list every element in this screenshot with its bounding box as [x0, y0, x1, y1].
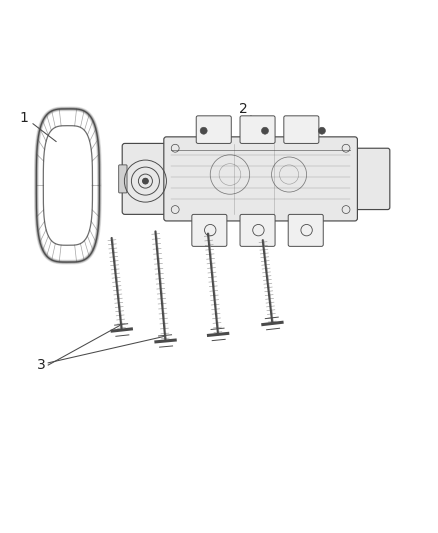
- Text: 1: 1: [20, 110, 28, 125]
- Text: 3: 3: [37, 358, 46, 372]
- FancyBboxPatch shape: [288, 214, 323, 246]
- Circle shape: [143, 179, 148, 184]
- FancyBboxPatch shape: [196, 116, 231, 143]
- FancyBboxPatch shape: [164, 137, 357, 221]
- Text: 2: 2: [239, 102, 247, 116]
- FancyBboxPatch shape: [284, 116, 319, 143]
- FancyBboxPatch shape: [119, 165, 127, 193]
- FancyBboxPatch shape: [192, 214, 227, 246]
- FancyBboxPatch shape: [240, 214, 275, 246]
- FancyBboxPatch shape: [353, 148, 390, 209]
- Circle shape: [318, 127, 325, 134]
- FancyBboxPatch shape: [122, 143, 169, 214]
- FancyBboxPatch shape: [240, 116, 275, 143]
- Circle shape: [261, 127, 268, 134]
- Circle shape: [200, 127, 207, 134]
